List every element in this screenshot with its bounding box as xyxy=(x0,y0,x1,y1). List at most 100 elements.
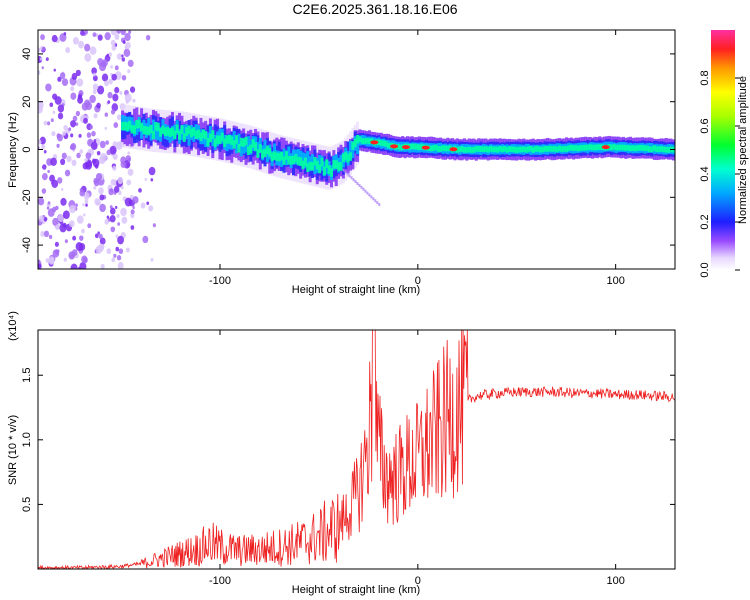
noise-blob xyxy=(152,223,156,228)
noise-blob xyxy=(100,263,105,269)
band-segment xyxy=(595,144,599,151)
noise-blob xyxy=(76,215,84,224)
noise-blob xyxy=(112,165,117,171)
band-segment xyxy=(313,159,317,175)
band-segment xyxy=(503,145,507,152)
band-segment xyxy=(626,144,630,151)
noise-blob xyxy=(55,224,60,230)
noise-blob xyxy=(64,239,68,244)
noise-blob xyxy=(108,188,114,196)
band-segment xyxy=(519,146,523,153)
band-segment xyxy=(306,163,310,173)
band-segment xyxy=(579,144,583,151)
colorbar-tick-label: 0.8 xyxy=(699,70,711,85)
band-segment xyxy=(182,124,186,140)
noise-blob xyxy=(38,47,41,53)
noise-blob xyxy=(40,34,45,41)
noise-blob xyxy=(99,194,105,201)
band-segment xyxy=(156,122,160,132)
band-tail xyxy=(366,191,369,195)
noise-blob xyxy=(84,43,91,52)
noise-blob xyxy=(89,94,96,104)
noise-blob xyxy=(130,209,135,215)
band-segment xyxy=(273,143,277,159)
band-segment xyxy=(154,121,158,131)
band-segment xyxy=(557,145,561,152)
noise-blob xyxy=(101,73,109,82)
noise-blob xyxy=(121,57,126,62)
band-tail xyxy=(374,199,377,203)
band-segment xyxy=(194,130,198,139)
snr-line xyxy=(38,330,675,569)
noise-blob xyxy=(119,90,123,95)
noise-blob xyxy=(125,247,130,253)
noise-blob xyxy=(79,189,86,197)
noise-blob xyxy=(109,207,116,215)
noise-blob xyxy=(96,150,101,156)
noise-blob xyxy=(72,37,79,45)
noise-blob xyxy=(125,41,131,50)
band-segment xyxy=(413,143,417,150)
noise-blob xyxy=(85,203,88,207)
band-segment xyxy=(294,154,298,163)
band-segment xyxy=(610,144,614,151)
band-segment xyxy=(135,119,139,129)
band-segment xyxy=(175,124,179,134)
noise-blob xyxy=(43,120,48,126)
noise-blob xyxy=(128,30,132,34)
noise-blob xyxy=(120,185,124,190)
band-segment xyxy=(629,145,633,152)
noise-blob xyxy=(106,215,110,219)
noise-blob xyxy=(51,34,58,43)
band-segment xyxy=(612,143,616,150)
band-segment xyxy=(538,146,542,153)
band-segment xyxy=(192,127,196,136)
noise-blob xyxy=(96,102,101,109)
noise-blob xyxy=(104,219,109,225)
noise-blob xyxy=(116,30,121,34)
band-segment xyxy=(657,146,661,152)
band-segment xyxy=(187,130,191,146)
band-segment xyxy=(140,123,144,139)
noise-blob xyxy=(111,257,116,263)
noise-blob xyxy=(118,248,124,255)
noise-blob xyxy=(144,177,148,181)
band-segment xyxy=(296,149,300,164)
band-segment xyxy=(467,146,471,153)
band-segment xyxy=(365,137,369,144)
band-segment xyxy=(132,125,136,134)
band-segment xyxy=(287,156,291,165)
band-segment xyxy=(548,145,552,152)
noise-blob xyxy=(150,178,154,182)
band-segment xyxy=(151,130,155,140)
noise-blob xyxy=(117,222,121,226)
band-segment xyxy=(567,145,571,152)
band-segment xyxy=(216,135,220,144)
x-tick-label: 100 xyxy=(606,275,624,287)
band-segment xyxy=(460,146,464,152)
band-segment xyxy=(178,131,182,140)
band-segment xyxy=(327,165,331,175)
band-hotspot xyxy=(390,144,399,149)
band-segment xyxy=(182,133,186,142)
noise-blob xyxy=(116,53,123,60)
band-segment xyxy=(315,160,319,170)
noise-blob xyxy=(42,164,47,170)
noise-blob xyxy=(100,152,107,162)
noise-blob xyxy=(117,261,124,269)
spectrogram-x-label: Height of straight line (km) xyxy=(292,284,420,296)
noise-blob xyxy=(138,188,142,193)
band-segment xyxy=(659,146,663,152)
band-segment xyxy=(543,145,547,152)
noise-blob xyxy=(91,130,96,137)
noise-blob xyxy=(120,30,126,36)
band-segment xyxy=(163,127,167,137)
noise-blob xyxy=(99,203,106,213)
band-segment xyxy=(197,129,201,139)
band-segment xyxy=(265,147,269,163)
noise-blob xyxy=(61,152,67,160)
band-segment xyxy=(484,146,488,152)
x-tick-label: -100 xyxy=(209,275,231,287)
band-segment xyxy=(284,151,288,160)
noise-blob xyxy=(52,249,60,258)
